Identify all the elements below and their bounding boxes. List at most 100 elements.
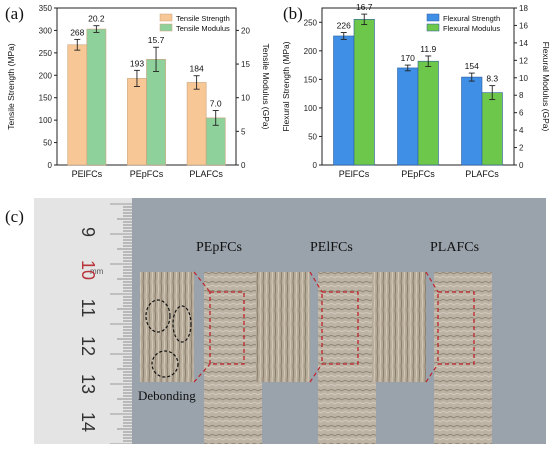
bar xyxy=(417,60,439,166)
sample-plafcs: PLAFCs xyxy=(372,240,492,444)
sample-label-pepfcs: PEpFCs xyxy=(196,240,242,255)
y-tick-label: 300 xyxy=(39,26,53,35)
legend-swatch xyxy=(426,13,440,22)
flexural-chart: 0 50 100 150 200 250 0 2 4 6 8 10 12 14 16 18 Flexural S… xyxy=(281,2,550,179)
x-tick-label: PElFCs xyxy=(339,169,370,179)
specimen-photo-drawing: mm 9 10 11 12 13 14 PEpFCs Debonding PElFCs xyxy=(34,198,492,444)
y-tick-label: 0 xyxy=(48,161,53,170)
y-tick-label: 250 xyxy=(39,49,53,58)
data-label: 15.7 xyxy=(148,35,165,45)
y2-tick-label: 20 xyxy=(241,26,250,35)
tensile-chart: 0 50 100 150 200 250 300 350 0 5 10 15 20 Tensile Str… xyxy=(6,4,271,179)
x-tick-label: PLAFCs xyxy=(465,169,499,179)
y2-axis-title: Flexural Modulus (GPa) xyxy=(541,42,550,132)
bar xyxy=(461,76,483,166)
y-tick-label: 50 xyxy=(43,139,52,148)
y2-tick-label: 5 xyxy=(241,127,246,136)
zoom-region-marker xyxy=(209,291,245,365)
ruler-number: 12 xyxy=(78,336,98,356)
bar xyxy=(397,67,419,166)
legend-label: Tensile Strength xyxy=(176,14,230,23)
x-tick-label: PElFCs xyxy=(72,169,103,179)
zoom-inset xyxy=(372,272,426,382)
x-tick-label: PLAFCs xyxy=(189,169,223,179)
debonding-marker xyxy=(172,305,192,343)
zoom-region-marker xyxy=(437,291,475,365)
y-axis-title: Tensile Strength (MPa) xyxy=(6,43,16,130)
debonding-marker xyxy=(151,350,179,378)
bar xyxy=(186,82,207,166)
y2-tick-label: 0 xyxy=(519,161,524,170)
ruler-number: 11 xyxy=(78,299,98,318)
legend-label: Flexural Strength xyxy=(443,14,500,23)
ruler-number: 14 xyxy=(78,412,98,432)
data-label: 8.3 xyxy=(486,74,498,84)
y2-tick-label: 10 xyxy=(519,74,528,83)
y2-tick-label: 15 xyxy=(241,60,250,69)
data-label: 16.7 xyxy=(356,2,373,12)
bar xyxy=(86,28,107,166)
data-label: 20.2 xyxy=(88,14,105,24)
ruler: mm 9 10 11 12 13 14 xyxy=(34,198,132,444)
data-label: 11.9 xyxy=(420,44,436,54)
y-tick-label: 100 xyxy=(304,104,318,113)
sample-pepfcs: PEpFCs Debonding xyxy=(138,240,262,444)
data-label: 193 xyxy=(130,58,144,68)
y2-axis-title: Tensile Modulus (GPa) xyxy=(261,44,271,130)
y2-tick-label: 6 xyxy=(519,109,524,118)
legend-swatch xyxy=(159,23,173,32)
bar xyxy=(127,78,147,166)
x-tick-label: PEpFCs xyxy=(401,169,435,179)
y-tick-label: 150 xyxy=(39,94,53,103)
y-tick-label: 200 xyxy=(39,71,53,80)
y2-tick-label: 12 xyxy=(519,56,528,65)
y-tick-label: 350 xyxy=(39,4,53,13)
y-axis-title: Flexural Strength (MPa) xyxy=(281,41,291,131)
y-tick-label: 0 xyxy=(313,161,318,170)
legend-label: Tensile Modulus xyxy=(176,24,230,33)
panel-label-b: (b) xyxy=(283,4,303,23)
y-tick-label: 150 xyxy=(304,75,318,84)
y2-tick-label: 0 xyxy=(241,161,246,170)
y2-tick-label: 18 xyxy=(519,4,528,13)
debonding-label: Debonding xyxy=(138,388,196,403)
zoom-region-marker xyxy=(321,291,359,365)
specimen-photo: mm 9 10 11 12 13 14 PEpFCs Debonding PElFCs xyxy=(34,198,546,444)
ruler-number: 9 xyxy=(78,227,98,237)
ruler-body xyxy=(34,198,132,444)
data-label: 170 xyxy=(401,53,415,63)
data-label: 226 xyxy=(337,21,351,31)
y2-tick-label: 10 xyxy=(241,94,250,103)
y2-tick-label: 4 xyxy=(519,126,524,135)
x-tick-label: PEpFCs xyxy=(130,169,164,179)
ruler-number: 10 xyxy=(78,260,98,280)
bar xyxy=(67,44,88,166)
sample-label-pelfcs: PElFCs xyxy=(310,240,353,255)
y2-tick-label: 2 xyxy=(519,144,524,153)
bar xyxy=(146,59,166,166)
bar xyxy=(481,92,503,166)
legend-swatch xyxy=(426,23,440,32)
bar xyxy=(333,35,355,166)
debonding-marker xyxy=(145,299,171,333)
panel-label-a: (a) xyxy=(5,4,24,23)
y2-tick-label: 14 xyxy=(519,39,528,48)
ruler-number: 13 xyxy=(78,374,98,394)
y-tick-label: 250 xyxy=(304,18,318,27)
zoom-inset xyxy=(256,272,310,382)
data-label: 268 xyxy=(70,27,84,37)
sample-pelfcs: PElFCs xyxy=(256,240,376,444)
y-tick-label: 200 xyxy=(304,47,318,56)
y2-tick-label: 8 xyxy=(519,91,524,100)
sample-label-plafcs: PLAFCs xyxy=(430,240,479,255)
panel-label-c: (c) xyxy=(5,207,24,226)
y-tick-label: 100 xyxy=(39,116,53,125)
data-label: 7.0 xyxy=(210,98,222,108)
bar xyxy=(353,19,375,166)
data-label: 184 xyxy=(190,64,204,74)
legend-swatch xyxy=(159,13,173,22)
y-tick-label: 50 xyxy=(308,132,317,141)
data-label: 154 xyxy=(465,61,479,71)
